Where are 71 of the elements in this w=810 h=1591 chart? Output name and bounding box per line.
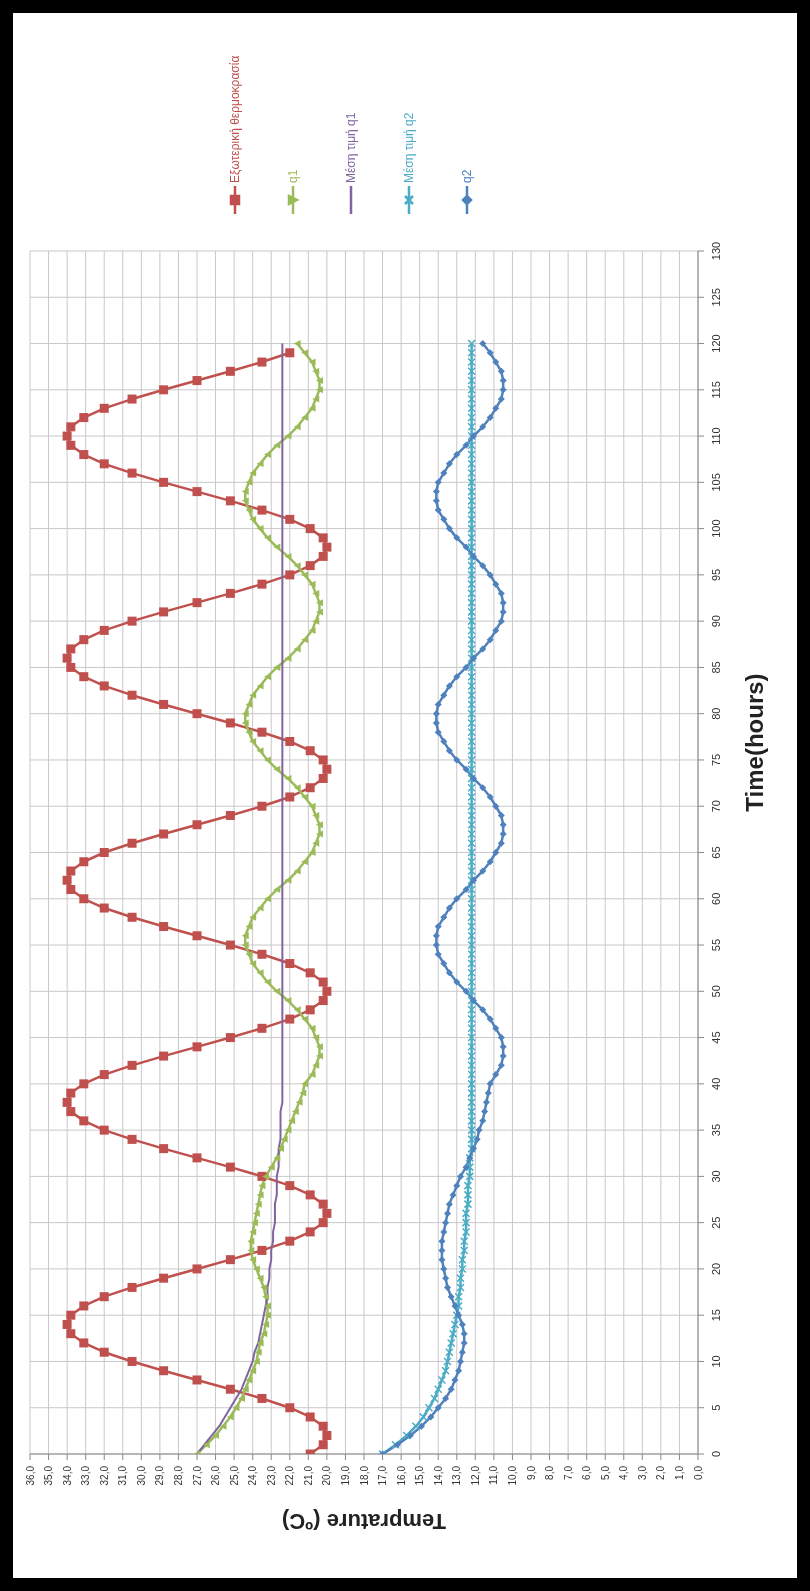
x-tick-label: 11,0: [488, 1465, 500, 1485]
y-tick-label: 45: [710, 1031, 722, 1044]
y-tick-label: 100: [710, 519, 722, 538]
text: Μέση τιμή q2: [402, 112, 416, 183]
y-tick-label: 60: [710, 892, 722, 905]
y-tick-label: 35: [710, 1123, 722, 1137]
y-tick-label: 130: [710, 241, 722, 261]
x-tick-label: 1,0: [673, 1465, 685, 1480]
x-tick-label: 23,0: [265, 1465, 277, 1486]
x-tick-label: 12,0: [469, 1465, 481, 1486]
x-axis-title: Temprature (ºC): [281, 1508, 447, 1534]
y-tick-label: 30: [710, 1170, 722, 1183]
x-tick-label: 26,0: [210, 1465, 222, 1486]
x-tick-label: 32,0: [98, 1465, 110, 1486]
x-tick-label: 19,0: [339, 1465, 351, 1486]
x-tick-label: 31,0: [117, 1465, 129, 1486]
x-tick-label: 36,0: [24, 1465, 36, 1486]
text: Εξωτερική θερμοκρασία: [228, 55, 242, 183]
x-tick-label: 29,0: [154, 1465, 166, 1486]
y-tick-label: 115: [710, 381, 722, 399]
x-tick-label: 27,0: [191, 1465, 203, 1486]
y-tick-label: 90: [710, 615, 722, 628]
y-tick-label: 0: [710, 1450, 722, 1458]
x-tick-label: 4,0: [618, 1465, 630, 1480]
y-tick-label: 120: [710, 334, 722, 353]
x-tick-label: 2,0: [655, 1465, 667, 1480]
x-tick-label: 17,0: [377, 1465, 389, 1486]
y-tick-label: 10: [710, 1355, 722, 1368]
x-tick-label: 21,0: [302, 1465, 314, 1486]
y-axis-title: Time(hours): [740, 673, 768, 812]
y-tick-label: 85: [710, 661, 722, 674]
y-tick-label: 75: [710, 753, 722, 767]
x-tick-label: 20,0: [321, 1465, 333, 1486]
x-tick-label: 6,0: [581, 1465, 593, 1480]
x-tick-label: 9,0: [525, 1465, 537, 1480]
y-tick-label: 5: [710, 1404, 722, 1411]
y-tick-label: 125: [710, 288, 722, 307]
text: q2: [460, 169, 474, 183]
x-tick-label: 10,0: [506, 1465, 518, 1486]
x-tick-label: 15,0: [414, 1465, 426, 1486]
y-tick-label: 50: [710, 985, 722, 998]
y-tick-label: 55: [710, 938, 722, 952]
x-tick-label: 0,0: [692, 1465, 704, 1480]
x-tick-label: 35,0: [43, 1465, 55, 1486]
y-tick-label: 70: [710, 800, 722, 813]
x-tick-label: 33,0: [80, 1465, 92, 1486]
x-tick-label: 5,0: [599, 1465, 611, 1480]
x-tick-label: 25,0: [228, 1465, 240, 1486]
y-tick-label: 110: [710, 427, 722, 445]
x-tick-label: 24,0: [247, 1465, 259, 1486]
y-tick-label: 40: [710, 1077, 722, 1090]
text: Μέση τιμή q1: [344, 112, 358, 183]
x-tick-label: 22,0: [284, 1465, 296, 1486]
x-tick-label: 13,0: [451, 1465, 463, 1486]
y-tick-label: 80: [710, 707, 722, 720]
x-tick-label: 8,0: [544, 1465, 556, 1480]
text: q1: [286, 169, 300, 183]
y-tick-label: 95: [710, 568, 722, 582]
x-tick-label: 18,0: [358, 1465, 370, 1486]
y-tick-label: 105: [710, 473, 722, 492]
y-tick-label: 20: [710, 1262, 722, 1276]
y-tick-label: 65: [710, 846, 722, 859]
x-tick-label: 14,0: [432, 1465, 444, 1486]
y-tick-label: 15: [710, 1309, 722, 1322]
x-tick-label: 28,0: [172, 1465, 184, 1486]
x-tick-label: 34,0: [61, 1465, 73, 1486]
x-tick-label: 30,0: [135, 1465, 147, 1486]
y-tick-label: 25: [710, 1216, 722, 1229]
x-tick-label: 3,0: [636, 1465, 648, 1480]
x-tick-label: 7,0: [562, 1465, 574, 1480]
x-tick-label: 16,0: [395, 1465, 407, 1486]
